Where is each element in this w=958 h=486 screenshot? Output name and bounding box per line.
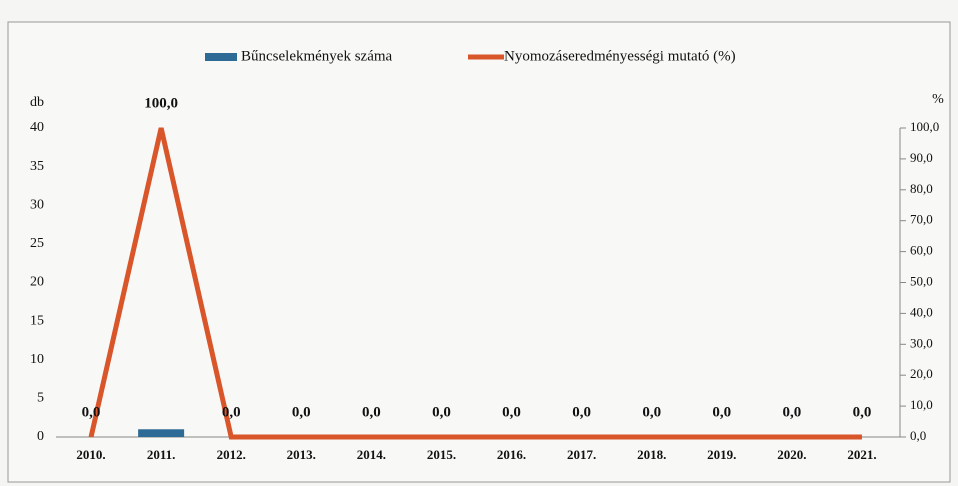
x-tick-label: 2013. <box>287 447 316 462</box>
y-tick-label: 15 <box>30 313 44 328</box>
chart-frame <box>7 21 951 483</box>
y-tick-label: 10 <box>30 352 44 367</box>
legend-label: Bűncselekmények száma <box>241 48 393 64</box>
data-label: 0,0 <box>362 404 381 420</box>
x-tick-label: 2020. <box>777 447 806 462</box>
data-label: 0,0 <box>853 404 872 420</box>
y2-tick-label: 20,0 <box>910 366 933 381</box>
x-tick-label: 2014. <box>357 447 386 462</box>
y-tick-label: 25 <box>30 236 44 251</box>
data-label: 0,0 <box>572 404 591 420</box>
x-tick-label: 2018. <box>637 447 666 462</box>
y-tick-label: 30 <box>30 197 44 212</box>
x-tick-label: 2016. <box>497 447 526 462</box>
data-label: 0,0 <box>292 404 311 420</box>
bar <box>138 429 185 437</box>
x-tick-label: 2011. <box>147 447 176 462</box>
y-tick-label: 40 <box>30 120 44 135</box>
y-tick-label: 35 <box>30 159 44 174</box>
x-tick-label: 2015. <box>427 447 456 462</box>
y2-tick-label: 0,0 <box>910 428 926 443</box>
y2-tick-label: 10,0 <box>910 397 933 412</box>
data-label: 0,0 <box>432 404 451 420</box>
x-tick-label: 2021. <box>847 447 876 462</box>
data-label: 0,0 <box>783 404 802 420</box>
y2-tick-label: 100,0 <box>910 119 939 134</box>
y2-axis-label: % <box>932 92 944 107</box>
data-label: 0,0 <box>222 404 241 420</box>
data-label: 0,0 <box>642 404 661 420</box>
y2-tick-label: 50,0 <box>910 273 933 288</box>
line <box>88 127 862 440</box>
y2-tick-label: 80,0 <box>910 181 933 196</box>
y2-tick-label: 90,0 <box>910 150 933 165</box>
y-tick-label: 0 <box>37 429 44 444</box>
x-tick-label: 2019. <box>707 447 736 462</box>
data-label: 0,0 <box>712 404 731 420</box>
x-tick-label: 2010. <box>76 447 105 462</box>
data-label: 0,0 <box>82 404 101 420</box>
y-tick-label: 20 <box>30 275 44 290</box>
legend-label: Nyomozáseredményességi mutató (%) <box>504 48 736 64</box>
data-label: 0,0 <box>502 404 521 420</box>
y-axis-label: db <box>30 95 44 110</box>
data-label: 100,0 <box>144 95 178 111</box>
x-tick-label: 2017. <box>567 447 596 462</box>
y2-tick-label: 40,0 <box>910 304 933 319</box>
y-tick-label: 5 <box>37 391 44 406</box>
legend-swatch <box>205 53 237 61</box>
y2-tick-label: 70,0 <box>910 212 933 227</box>
y2-tick-label: 30,0 <box>910 335 933 350</box>
x-tick-label: 2012. <box>217 447 246 462</box>
y2-tick-label: 60,0 <box>910 243 933 258</box>
